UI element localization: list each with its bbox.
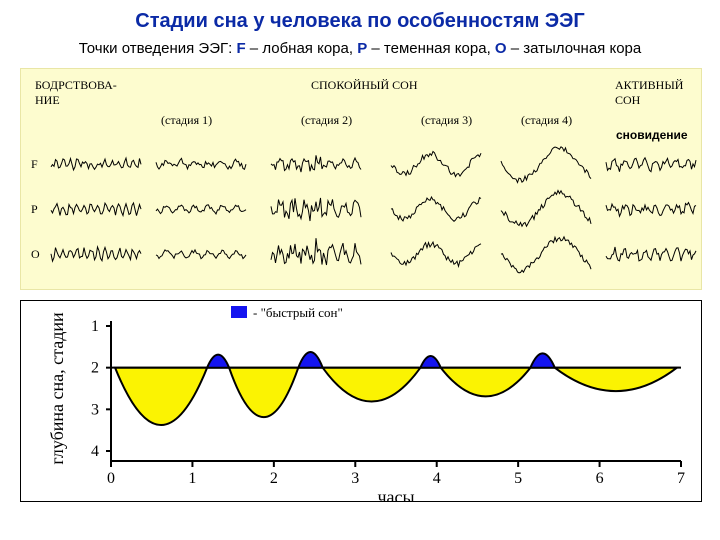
eeg-trace: [271, 155, 361, 172]
eeg-trace: [156, 250, 246, 259]
lead-subtitle: Точки отведения ЭЭГ: F – лобная кора, P …: [0, 40, 720, 57]
legend-swatch: [231, 306, 247, 318]
eeg-col-header: СПОКОЙНЫЙ СОН: [311, 78, 418, 92]
x-tick-label: 4: [433, 470, 441, 487]
x-tick-label: 5: [514, 470, 522, 487]
eeg-lead-label: F: [31, 157, 38, 171]
eeg-trace: [606, 203, 696, 217]
x-tick-label: 6: [596, 470, 604, 487]
y-tick-label: 1: [91, 318, 99, 335]
fast-sleep-bump: [530, 353, 554, 367]
eeg-stage-label: (стадия 2): [301, 113, 352, 127]
eeg-stage-label: (стадия 1): [161, 113, 212, 127]
x-axis-label: часы: [377, 487, 414, 501]
eeg-trace: [606, 247, 696, 261]
x-tick-label: 1: [188, 470, 196, 487]
eeg-stage-label: (стадия 4): [521, 113, 572, 127]
x-tick-label: 3: [351, 470, 359, 487]
eeg-trace: [501, 147, 591, 183]
sleep-cycle-svg: - "быстрый сон"123401234567часыглубина с…: [21, 301, 701, 501]
y-tick-label: 3: [91, 401, 99, 418]
eeg-col-header: НИЕ: [35, 93, 60, 107]
fast-sleep-bump: [420, 356, 440, 368]
slow-sleep-wave: [115, 368, 207, 425]
slow-sleep-wave: [229, 368, 298, 417]
eeg-trace: [391, 152, 481, 177]
slow-sleep-wave: [441, 368, 531, 397]
eeg-lead-label: P: [31, 202, 38, 216]
eeg-trace: [606, 158, 696, 172]
eeg-trace: [391, 242, 481, 266]
dream-label: сновидение: [616, 128, 688, 142]
y-tick-label: 2: [91, 360, 99, 377]
eeg-trace: [156, 158, 246, 169]
page-title: Стадии сна у человека по особенностям ЭЭ…: [0, 10, 720, 33]
eeg-trace: [271, 238, 361, 265]
y-tick-label: 4: [91, 443, 99, 460]
fast-sleep-bump: [207, 355, 229, 368]
x-tick-label: 0: [107, 470, 115, 487]
x-tick-label: 2: [270, 470, 278, 487]
eeg-lead-label: O: [31, 247, 40, 261]
fast-sleep-bump: [298, 352, 322, 368]
y-axis-label: глубина сна, стадии: [47, 312, 67, 465]
eeg-col-header: СОН: [615, 93, 641, 107]
eeg-trace: [156, 205, 246, 214]
eeg-trace: [501, 237, 591, 273]
slow-sleep-wave: [323, 368, 421, 402]
eeg-trace: [391, 197, 481, 221]
legend-text: - "быстрый сон": [253, 305, 343, 320]
eeg-trace: [271, 198, 361, 221]
sleep-cycle-panel: - "быстрый сон"123401234567часыглубина с…: [20, 300, 702, 502]
eeg-panel: БОДРСТВОВА-НИЕ СПОКОЙНЫЙ СОН АКТИВНЫЙСОН (с…: [20, 68, 702, 290]
eeg-col-header: БОДРСТВОВА-: [35, 78, 117, 92]
eeg-traces-svg: БОДРСТВОВА-НИЕ СПОКОЙНЫЙ СОН АКТИВНЫЙСОН (с…: [21, 69, 701, 289]
eeg-stage-label: (стадия 3): [421, 113, 472, 127]
eeg-col-header: АКТИВНЫЙ: [615, 78, 684, 92]
eeg-trace: [51, 247, 141, 261]
eeg-trace: [51, 203, 141, 216]
x-tick-label: 7: [677, 470, 685, 487]
eeg-trace: [51, 158, 141, 170]
slow-sleep-wave: [555, 368, 677, 391]
eeg-trace: [501, 191, 591, 227]
